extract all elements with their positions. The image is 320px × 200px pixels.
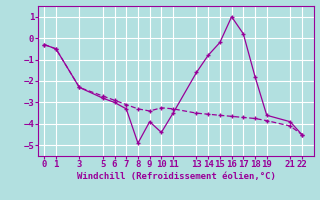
X-axis label: Windchill (Refroidissement éolien,°C): Windchill (Refroidissement éolien,°C) [76, 172, 276, 181]
